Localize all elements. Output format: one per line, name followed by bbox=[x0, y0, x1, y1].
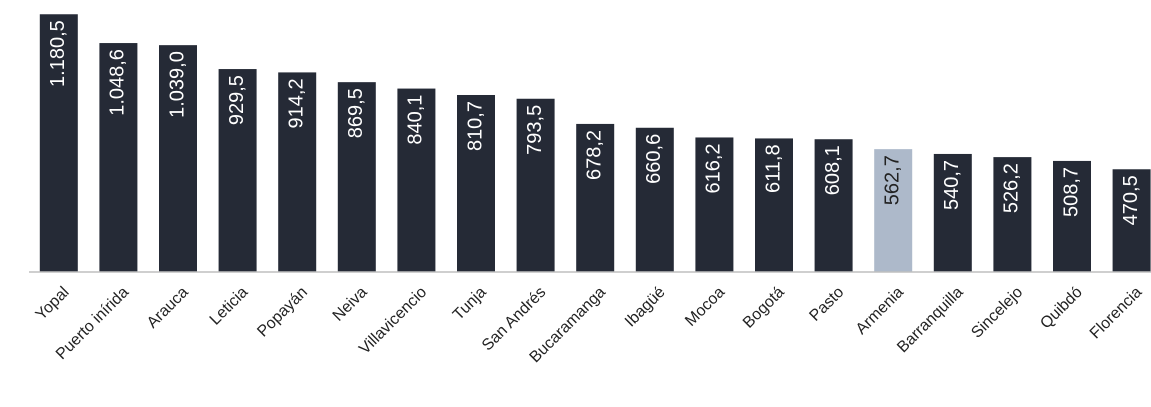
x-tick-label: Mocoa bbox=[682, 284, 728, 330]
bar bbox=[99, 43, 138, 273]
bar bbox=[874, 149, 913, 272]
bar bbox=[159, 45, 197, 272]
value-label: 508,7 bbox=[1060, 167, 1082, 217]
bar bbox=[1053, 160, 1091, 272]
x-tick-label: Popayán bbox=[254, 284, 311, 341]
value-label: 616,2 bbox=[703, 143, 725, 193]
value-label: 1.039,0 bbox=[166, 51, 188, 118]
x-tick-label: Arauca bbox=[144, 284, 192, 332]
value-label: 562,7 bbox=[881, 155, 903, 205]
bar bbox=[457, 94, 495, 273]
value-label: 1.048,6 bbox=[107, 49, 129, 116]
value-label: 660,6 bbox=[643, 134, 665, 184]
bar bbox=[993, 157, 1032, 272]
bar bbox=[218, 69, 257, 272]
bar bbox=[576, 123, 615, 272]
bar bbox=[635, 127, 674, 272]
value-label: 869,5 bbox=[345, 88, 367, 138]
bar bbox=[278, 72, 317, 273]
bar bbox=[933, 153, 972, 272]
x-tick-label: Ibagüé bbox=[622, 284, 669, 331]
bar bbox=[397, 88, 436, 273]
value-label: 914,2 bbox=[285, 78, 307, 128]
value-label: 793,5 bbox=[524, 105, 546, 155]
bar bbox=[516, 98, 555, 272]
value-label: 840,1 bbox=[405, 95, 427, 145]
value-label: 540,7 bbox=[941, 160, 963, 210]
x-tick-label: Sincelejo bbox=[968, 284, 1026, 342]
x-tick-label: Pasto bbox=[806, 284, 847, 325]
value-label: 678,2 bbox=[583, 130, 605, 180]
bar bbox=[39, 14, 78, 272]
value-label: 526,2 bbox=[1001, 163, 1023, 213]
x-tick-label: Neiva bbox=[330, 284, 371, 325]
value-label: 929,5 bbox=[226, 75, 248, 125]
value-label: 470,5 bbox=[1120, 175, 1142, 225]
bar bbox=[337, 82, 376, 272]
x-tick-label: Tunja bbox=[450, 284, 490, 324]
x-tick-label: Florencia bbox=[1087, 284, 1146, 343]
bar bbox=[1112, 169, 1151, 272]
x-tick-label: Leticia bbox=[207, 284, 252, 329]
bar bbox=[755, 138, 793, 272]
value-label: 608,1 bbox=[822, 145, 844, 195]
bar bbox=[814, 139, 853, 272]
value-label: 810,7 bbox=[464, 101, 486, 151]
value-label: 611,8 bbox=[762, 144, 784, 193]
bar bbox=[695, 137, 734, 272]
x-tick-label: Quibdó bbox=[1037, 284, 1086, 333]
x-tick-label: Yopal bbox=[33, 284, 73, 324]
value-label: 1.180,5 bbox=[47, 20, 69, 87]
x-tick-label: Armenia bbox=[853, 284, 907, 338]
x-tick-label: Bogotá bbox=[740, 284, 788, 332]
